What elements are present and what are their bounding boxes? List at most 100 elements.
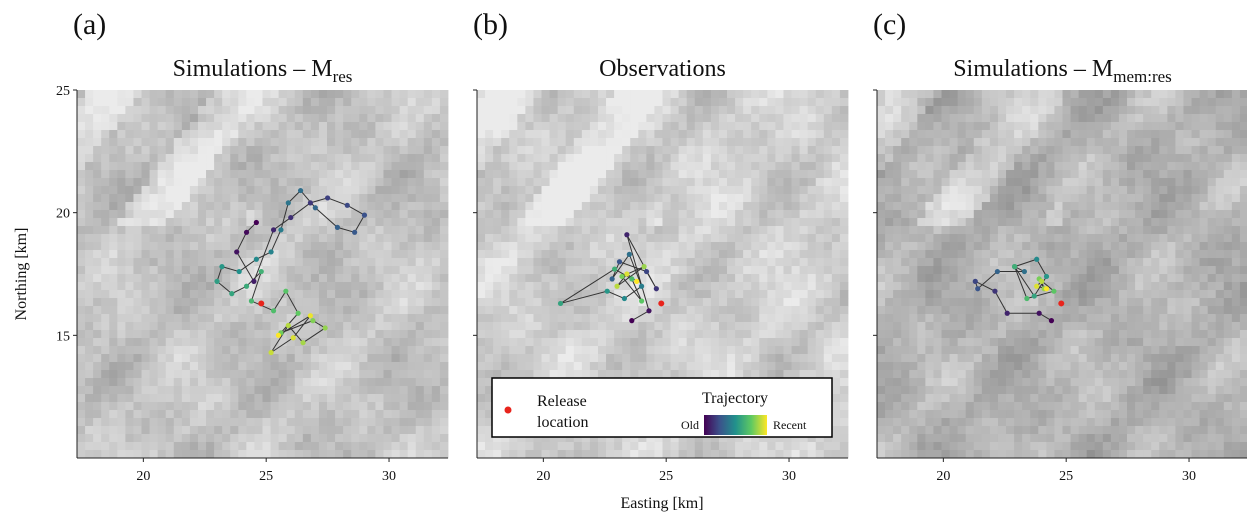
terrain-cell	[901, 362, 909, 370]
terrain-cell	[759, 274, 767, 282]
terrain-cell	[222, 450, 230, 458]
terrain-cell	[85, 154, 93, 162]
terrain-cell	[230, 114, 238, 122]
terrain-cell	[158, 266, 166, 274]
terrain-cell	[909, 322, 917, 330]
terrain-cell	[174, 146, 182, 154]
terrain-cell	[501, 362, 509, 370]
terrain-cell	[711, 234, 719, 242]
terrain-cell	[990, 170, 998, 178]
terrain-cell	[663, 354, 671, 362]
terrain-cell	[166, 322, 174, 330]
terrain-cell	[485, 106, 493, 114]
terrain-cell	[792, 450, 800, 458]
terrain-cell	[942, 202, 950, 210]
terrain-cell	[630, 338, 638, 346]
y-tick-label: 25	[56, 84, 70, 99]
terrain-cell	[832, 450, 840, 458]
terrain-cell	[974, 210, 982, 218]
terrain-cell	[343, 394, 351, 402]
terrain-cell	[222, 274, 230, 282]
terrain-cell	[319, 162, 327, 170]
terrain-cell	[150, 450, 158, 458]
terrain-cell	[590, 258, 598, 266]
terrain-cell	[885, 242, 893, 250]
terrain-cell	[335, 162, 343, 170]
terrain-cell	[679, 218, 687, 226]
terrain-cell	[654, 122, 662, 130]
terrain-cell	[359, 354, 367, 362]
terrain-cell	[719, 274, 727, 282]
terrain-cell	[117, 434, 125, 442]
terrain-cell	[142, 178, 150, 186]
terrain-cell	[493, 450, 501, 458]
terrain-cell	[958, 122, 966, 130]
terrain-cell	[125, 322, 133, 330]
terrain-cell	[493, 154, 501, 162]
terrain-cell	[485, 114, 493, 122]
terrain-cell	[271, 362, 279, 370]
terrain-cell	[824, 114, 832, 122]
terrain-cell	[917, 434, 925, 442]
terrain-cell	[982, 202, 990, 210]
terrain-cell	[335, 274, 343, 282]
terrain-cell	[230, 402, 238, 410]
terrain-cell	[246, 122, 254, 130]
terrain-cell	[877, 402, 885, 410]
terrain-cell	[582, 154, 590, 162]
terrain-cell	[133, 418, 141, 426]
terrain-cell	[533, 218, 541, 226]
terrain-cell	[77, 370, 85, 378]
terrain-cell	[933, 194, 941, 202]
terrain-cell	[808, 362, 816, 370]
terrain-cell	[942, 362, 950, 370]
terrain-cell	[808, 170, 816, 178]
y-tick-label: 20	[56, 207, 70, 222]
terrain-cell	[303, 122, 311, 130]
terrain-cell	[966, 146, 974, 154]
terrain-cell	[190, 258, 198, 266]
terrain-cell	[182, 114, 190, 122]
terrain-cell	[663, 362, 671, 370]
terrain-cell	[687, 98, 695, 106]
terrain-cell	[150, 314, 158, 322]
terrain-cell	[400, 434, 408, 442]
terrain-cell	[424, 186, 432, 194]
terrain-cell	[703, 250, 711, 258]
terrain-cell	[311, 122, 319, 130]
terrain-cell	[671, 106, 679, 114]
terrain-cell	[942, 250, 950, 258]
terrain-cell	[877, 450, 885, 458]
terrain-cell	[925, 426, 933, 434]
terrain-cell	[440, 402, 448, 410]
terrain-cell	[792, 338, 800, 346]
terrain-cell	[679, 98, 687, 106]
terrain-cell	[190, 450, 198, 458]
terrain-cell	[359, 186, 367, 194]
terrain-cell	[687, 370, 695, 378]
terrain-cell	[477, 98, 485, 106]
terrain-cell	[142, 362, 150, 370]
terrain-cell	[950, 338, 958, 346]
terrain-cell	[558, 370, 566, 378]
terrain-cell	[501, 138, 509, 146]
terrain-cell	[214, 154, 222, 162]
terrain-cell	[840, 186, 848, 194]
terrain-cell	[743, 162, 751, 170]
terrain-cell	[816, 442, 824, 450]
terrain-cell	[622, 354, 630, 362]
terrain-cell	[550, 330, 558, 338]
terrain-cell	[933, 130, 941, 138]
terrain-cell	[711, 346, 719, 354]
terrain-cell	[133, 394, 141, 402]
terrain-cell	[654, 154, 662, 162]
terrain-cell	[392, 266, 400, 274]
terrain-cell	[974, 386, 982, 394]
terrain-cell	[327, 434, 335, 442]
terrain-cell	[416, 106, 424, 114]
terrain-cell	[735, 226, 743, 234]
terrain-cell	[614, 194, 622, 202]
terrain-cell	[832, 346, 840, 354]
terrain-cell	[392, 274, 400, 282]
terrain-cell	[671, 330, 679, 338]
